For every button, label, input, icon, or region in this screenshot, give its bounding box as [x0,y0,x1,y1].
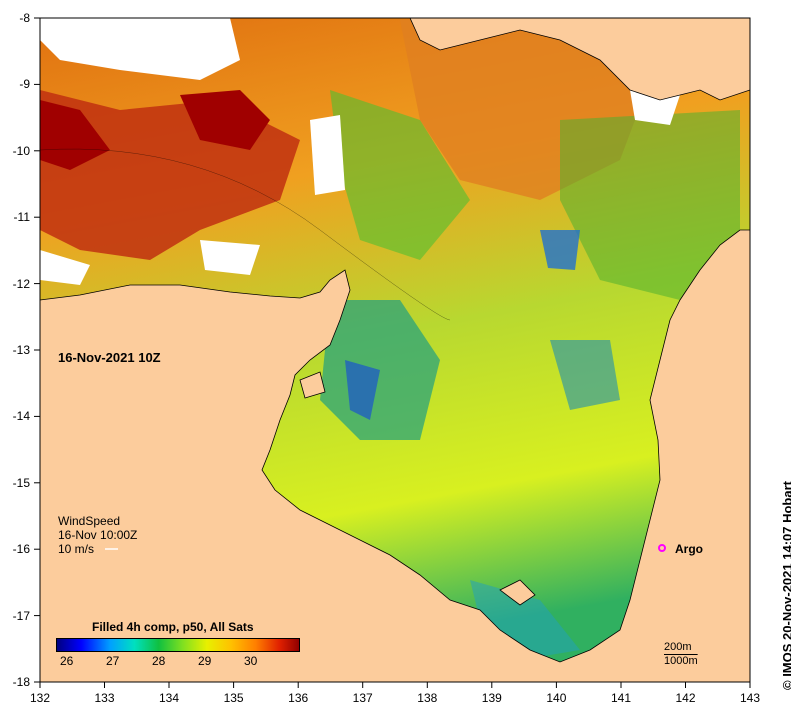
sst-colorbar-legend: Filled 4h comp, p50, All Sats 26 27 28 2… [56,620,306,668]
argo-float-marker [658,544,666,552]
y-tick-label: -9 [19,77,30,92]
island [499,579,536,606]
x-tick-label: 139 [481,691,502,705]
sst-tick-label: 26 [60,654,74,668]
sst-green-region [560,110,740,300]
x-tick-marks [39,682,751,688]
wind-legend-scale-row: 10 m/s [58,542,137,556]
x-tick-label: 136 [288,691,309,705]
argo-label: Argo [675,542,703,556]
y-tick-label: -10 [12,143,30,158]
missing-data-region [630,90,680,125]
y-tick-label: -15 [12,475,30,490]
land-mass [40,229,750,682]
depth-legend-1000m: 1000m [664,655,698,667]
x-tick-label: 141 [610,691,632,705]
y-tick-label: -12 [12,276,30,291]
depth-contour-legend: 200m 1000m [664,640,698,668]
y-tick-label: -17 [12,608,30,623]
y-tick-label: -8 [19,11,30,25]
imos-credit: © IMOS 20-Nov-2021 14:07 Hobart [780,481,791,690]
x-tick-label: 143 [739,691,761,705]
wind-legend: WindSpeed 16-Nov 10:00Z 10 m/s [58,514,137,556]
missing-data-region [200,240,260,275]
missing-data-region [310,115,345,195]
sst-green-region [330,90,470,260]
missing-data-region [40,18,240,80]
x-tick-label: 133 [94,691,115,705]
sst-hot-patch [40,100,110,170]
sst-cool-region [470,580,580,660]
y-tick-label: -11 [13,210,30,225]
sst-legend-title: Filled 4h comp, p50, All Sats [92,620,254,634]
sst-tick-label: 30 [244,654,258,668]
wind-legend-title: WindSpeed [58,514,121,528]
x-tick-label: 138 [417,691,438,705]
x-tick-label: 134 [158,691,180,705]
sst-tick-label: 28 [152,654,166,668]
x-tick-label: 137 [352,691,373,705]
sst-tick-label: 27 [106,654,120,668]
wind-legend-scale: 10 m/s [58,542,95,556]
land-mass [409,18,750,101]
sst-tick-label: 29 [198,654,212,668]
sst-colorbar-ticks: 26 27 28 29 30 [56,652,306,668]
y-tick-label: -18 [12,675,30,689]
sst-colorbar [56,638,300,652]
island [299,371,326,399]
date-label: 16-Nov-2021 10Z [58,350,161,365]
depth-contour [40,148,451,321]
sst-hot-patch [180,90,270,150]
depth-legend-200m: 200m [664,641,692,653]
sst-cool-region [550,340,620,410]
y-tick-label: -13 [12,343,30,357]
y-tick-marks [34,17,40,683]
y-tick-label: -16 [12,542,30,557]
sst-cool-region [345,360,380,420]
x-tick-label: 135 [223,691,244,705]
x-tick-label: 132 [29,691,51,705]
x-tick-label: 142 [675,691,696,705]
sst-cool-region [540,230,580,270]
x-tick-label: 140 [546,691,567,705]
y-tick-label: -14 [12,409,30,424]
missing-data-region [40,250,90,285]
wind-legend-time: 16-Nov 10:00Z [58,528,138,542]
